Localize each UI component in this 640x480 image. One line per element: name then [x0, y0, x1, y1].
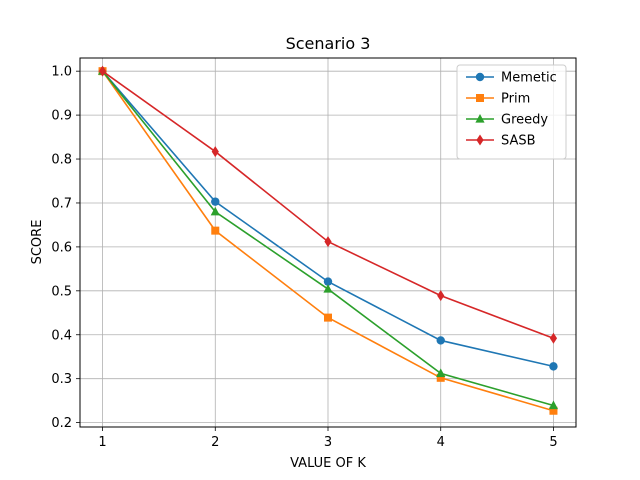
x-tick-label: 5 — [549, 435, 557, 450]
series-layer — [97, 65, 559, 415]
data-point-prim — [324, 313, 332, 322]
y-tick-label: 0.2 — [51, 416, 72, 431]
legend-item-sasb: SASB — [466, 134, 536, 149]
legend-marker-greedy — [475, 114, 485, 123]
legend-label-prim: Prim — [501, 92, 530, 107]
legend-item-memetic: Memetic — [466, 71, 557, 86]
y-tick-label: 1.0 — [51, 65, 72, 80]
data-point-sasb — [437, 290, 445, 302]
data-point-sasb — [324, 236, 332, 248]
y-tick-label: 0.9 — [51, 109, 72, 124]
data-point-memetic — [549, 362, 558, 371]
y-axis-label: SCORE — [30, 220, 45, 265]
y-tick-label: 0.4 — [51, 328, 72, 343]
legend-marker-sasb — [476, 134, 484, 146]
x-axis-label: VALUE OF K — [290, 456, 366, 471]
legend-label-sasb: SASB — [501, 134, 536, 149]
data-point-memetic — [211, 197, 220, 206]
data-point-memetic — [323, 277, 333, 286]
legend-label-memetic: Memetic — [501, 71, 557, 86]
y-tick-label: 0.7 — [51, 196, 72, 211]
y-tick-label: 0.3 — [51, 372, 72, 387]
y-tick-label: 0.8 — [51, 153, 72, 168]
x-tick-label: 1 — [98, 435, 106, 450]
legend-item-prim: Prim — [466, 92, 530, 107]
x-tick-label: 4 — [437, 435, 445, 450]
chart-title: Scenario 3 — [286, 34, 371, 53]
x-tick-label: 3 — [324, 435, 332, 450]
data-point-greedy — [323, 284, 333, 293]
legend-box — [456, 64, 567, 160]
data-point-prim — [211, 226, 220, 235]
data-point-prim — [549, 406, 558, 415]
data-point-sasb — [98, 65, 107, 77]
data-point-memetic — [436, 336, 445, 345]
y-tick-label: 0.6 — [51, 240, 72, 255]
y-tick-label: 0.5 — [51, 284, 72, 299]
ticks: 1 2 3 4 5 0.2 0.3 0.4 0.5 0.6 0.7 0.8 0.9 1.0 — [51, 65, 557, 450]
legend-item-greedy: Greedy — [466, 113, 548, 128]
data-point-sasb — [211, 146, 219, 158]
legend-label-greedy: Greedy — [501, 113, 548, 128]
x-tick-label: 2 — [211, 435, 219, 450]
legend-marker-prim — [476, 94, 484, 102]
series-sasb — [98, 65, 558, 344]
data-point-sasb — [549, 332, 558, 344]
data-point-greedy — [548, 400, 559, 410]
data-point-greedy — [210, 206, 220, 216]
data-point-greedy — [436, 368, 446, 378]
legend: Memetic Prim Greedy SASB — [456, 64, 567, 160]
legend-marker-memetic — [475, 72, 485, 82]
data-point-prim — [436, 373, 445, 382]
